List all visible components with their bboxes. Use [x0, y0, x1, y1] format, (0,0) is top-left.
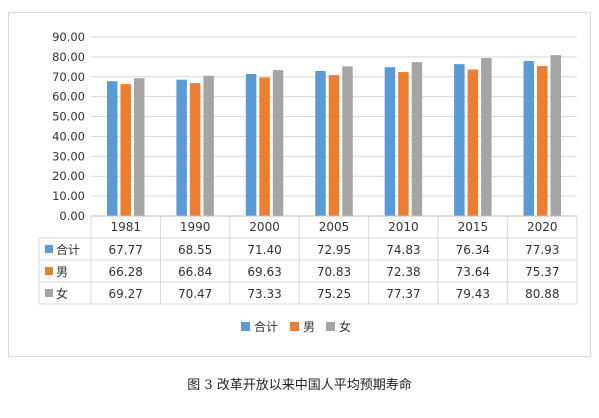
chart-container: 0.00 10.00 20.00 30.00 40.00 50.00 60.00 70.00 8…	[8, 12, 591, 357]
bar-total	[454, 64, 465, 217]
bar-total	[315, 70, 326, 216]
bar-female	[481, 58, 492, 217]
data-table-value: 73.64	[456, 265, 490, 279]
data-table-value: 72.95	[317, 243, 351, 257]
x-category-label: 2005	[319, 220, 350, 234]
data-table-value: 69.27	[109, 287, 143, 301]
y-tick-label: 90.00	[52, 30, 85, 44]
y-tick-label: 0.00	[59, 209, 85, 223]
bar-total	[384, 67, 396, 216]
series-row-label: 合计	[56, 242, 80, 257]
series-row-label: 女	[56, 286, 68, 301]
bar-male	[189, 83, 201, 216]
legend-label: 女	[339, 319, 351, 334]
x-category-label: 2000	[249, 220, 280, 234]
data-table-value: 73.33	[247, 287, 281, 301]
bar-female	[133, 78, 145, 216]
bar-female	[411, 62, 423, 217]
data-table-value: 70.47	[178, 287, 212, 301]
data-table-value: 71.40	[247, 243, 281, 257]
x-category-label: 1990	[180, 220, 211, 234]
data-table-value: 77.37	[386, 287, 420, 301]
legend-swatch-icon	[241, 322, 250, 331]
y-tick-label: 60.00	[52, 90, 85, 104]
y-tick-label: 30.00	[52, 149, 85, 163]
data-table-value: 69.63	[247, 265, 281, 279]
data-table-value: 70.83	[317, 265, 351, 279]
bar-male	[120, 84, 131, 216]
bar-female	[342, 66, 353, 216]
bar-female	[203, 75, 214, 216]
data-table-value: 79.43	[456, 287, 490, 301]
bar-male	[259, 77, 270, 216]
series-row-label: 男	[56, 265, 68, 279]
x-category-label: 2015	[458, 220, 489, 234]
bar-total	[523, 61, 535, 216]
data-table-value: 80.88	[525, 287, 559, 301]
legend-key-icon	[45, 267, 53, 275]
y-tick-label: 10.00	[52, 189, 85, 203]
x-category-label: 2010	[388, 220, 419, 234]
y-tick-label: 40.00	[52, 129, 85, 143]
bar-male	[537, 66, 548, 216]
bar-male	[398, 72, 409, 216]
data-table-value: 74.83	[386, 243, 420, 257]
figure-caption: 图 3 改革开放以来中国人平均预期寿命	[187, 378, 412, 393]
bar-total	[176, 79, 187, 216]
legend-swatch-icon	[326, 322, 335, 331]
bar-chart: 0.00 10.00 20.00 30.00 40.00 50.00 60.00 70.00 8…	[38, 30, 578, 334]
data-table-value: 72.38	[386, 265, 420, 279]
data-table-value: 68.55	[178, 243, 212, 257]
data-table-value: 75.25	[317, 287, 351, 301]
bar-male	[467, 69, 479, 216]
bar-total	[106, 81, 118, 216]
x-category-label: 2020	[527, 220, 558, 234]
y-tick-label: 20.00	[52, 169, 85, 183]
legend-swatch-icon	[290, 322, 299, 331]
y-tick-label: 70.00	[52, 70, 85, 84]
y-tick-label: 80.00	[52, 50, 85, 64]
data-table-value: 76.34	[456, 243, 490, 257]
data-table-value: 75.37	[525, 265, 559, 279]
legend-key-icon	[45, 245, 53, 253]
data-table-value: 77.93	[525, 243, 559, 257]
legend-label: 男	[303, 320, 315, 334]
data-table-value: 66.28	[109, 265, 143, 279]
bar-total	[245, 73, 257, 216]
bar-female	[550, 55, 562, 216]
y-tick-label: 50.00	[52, 110, 85, 124]
bar-female	[272, 70, 284, 216]
bar-male	[328, 75, 340, 216]
data-table-value: 67.77	[109, 243, 143, 257]
x-category-label: 1981	[110, 220, 141, 234]
legend-label: 合计	[254, 319, 278, 334]
data-table-value: 66.84	[178, 265, 212, 279]
legend-key-icon	[45, 289, 53, 297]
